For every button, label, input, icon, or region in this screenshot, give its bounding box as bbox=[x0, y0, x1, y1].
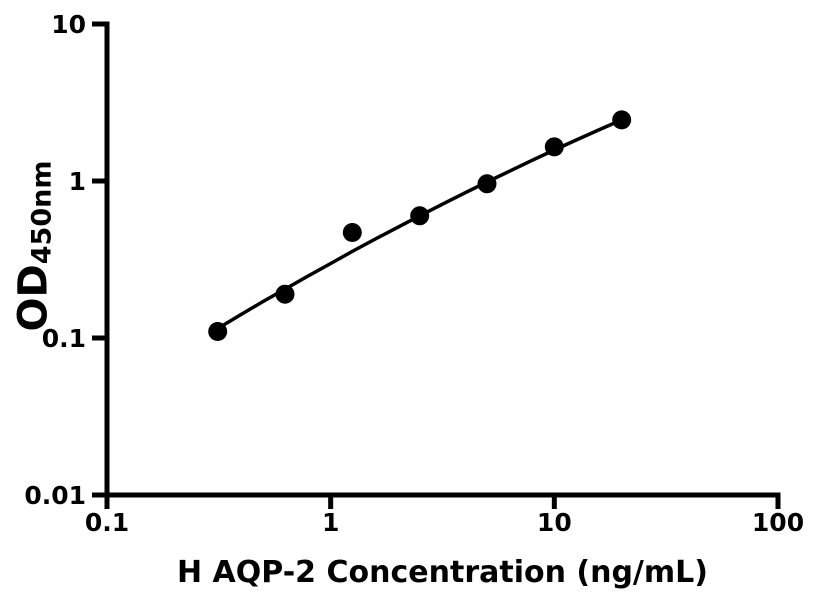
y-tick-label-10: 10 bbox=[51, 10, 86, 39]
y-tick-label-0.01: 0.01 bbox=[24, 481, 86, 510]
y-axis-title: OD450nm bbox=[11, 161, 58, 332]
data-point bbox=[275, 284, 295, 304]
data-point bbox=[477, 174, 497, 194]
data-point bbox=[410, 206, 430, 226]
y-tick-label-1: 1 bbox=[69, 167, 86, 196]
x-tick-label-100: 100 bbox=[752, 508, 804, 537]
data-point bbox=[208, 322, 228, 341]
data-point bbox=[612, 110, 632, 130]
x-tick-label-0.1: 0.1 bbox=[85, 508, 129, 537]
x-tick-label-1: 1 bbox=[322, 508, 339, 537]
y-axis-title-main: OD bbox=[10, 264, 57, 332]
x-axis-title: H AQP-2 Concentration (ng/mL) bbox=[177, 555, 708, 590]
x-tick-label-10: 10 bbox=[537, 508, 572, 537]
data-point bbox=[342, 223, 362, 242]
y-axis-title-subscript: 450nm bbox=[26, 160, 58, 265]
data-point bbox=[544, 137, 564, 157]
y-tick-label-0.1: 0.1 bbox=[42, 324, 86, 353]
